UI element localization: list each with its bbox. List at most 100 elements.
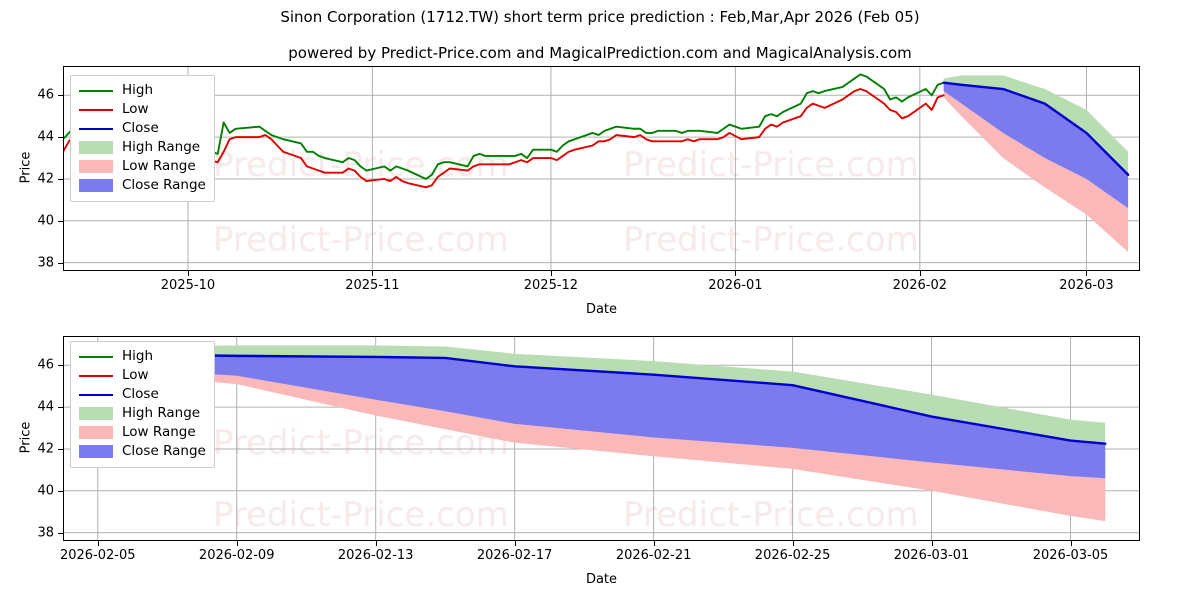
y-tick-label: 46 <box>37 357 54 373</box>
watermark: Predict-Price.com <box>623 220 919 260</box>
x-tick-mark <box>653 541 655 546</box>
y-tick-mark <box>58 490 63 492</box>
x-tick-label: 2026-03-05 <box>1032 548 1109 563</box>
legend-line-swatch <box>79 374 113 377</box>
x-tick-mark <box>919 271 921 276</box>
bottom-chart-legend-item-close[interactable]: Close <box>79 385 206 404</box>
top-chart-legend-item-low-range[interactable]: Low Range <box>79 157 206 176</box>
bottom-chart-legend-item-low[interactable]: Low <box>79 366 206 385</box>
x-tick-mark <box>735 271 737 276</box>
y-tick-label: 44 <box>37 399 54 415</box>
close-range-band <box>97 353 1106 479</box>
y-tick-label: 38 <box>37 525 54 541</box>
close-price-line <box>942 81 1130 176</box>
x-tick-label: 2025-12 <box>523 278 579 293</box>
y-tick-mark <box>58 448 63 450</box>
legend-label: High <box>122 82 154 98</box>
legend-line-swatch <box>79 355 113 358</box>
legend-patch-swatch <box>79 426 113 439</box>
low-range-band <box>943 91 1129 253</box>
y-tick-mark <box>58 137 63 139</box>
legend-patch-swatch <box>79 160 113 173</box>
x-tick-mark <box>931 541 933 546</box>
top-chart-plot: Predict-Price.com Predict-Price.com Predic… <box>63 66 1140 271</box>
legend-line-swatch <box>79 127 113 130</box>
bottom-chart-legend-item-low-range[interactable]: Low Range <box>79 423 206 442</box>
top-chart-legend-item-close-range[interactable]: Close Range <box>79 176 206 195</box>
bottom-chart-legend-item-close-range[interactable]: Close Range <box>79 442 206 461</box>
top-chart-panel: Predict-Price.com Predict-Price.com Predic… <box>63 66 1140 271</box>
watermark: Predict-Price.com <box>213 220 509 260</box>
legend-patch-swatch <box>79 179 113 192</box>
top-chart-legend[interactable]: High Low Close High Range Low Range Close Ran… <box>70 75 215 202</box>
bottom-chart-y-axis-label: Price <box>18 421 34 454</box>
legend-label: High Range <box>122 405 201 421</box>
top-chart-legend-item-high-range[interactable]: High Range <box>79 138 206 157</box>
x-tick-mark <box>550 271 552 276</box>
bottom-chart-legend-item-high-range[interactable]: High Range <box>79 404 206 423</box>
x-tick-label: 2026-02-05 <box>59 548 136 563</box>
legend-label: Low <box>122 367 149 383</box>
top-chart-legend-item-high[interactable]: High <box>79 81 206 100</box>
y-tick-mark <box>58 532 63 534</box>
top-chart-legend-item-close[interactable]: Close <box>79 119 206 138</box>
bottom-chart-x-axis-label: Date <box>585 572 618 587</box>
low-range-band <box>97 360 1106 522</box>
watermark: Predict-Price.com <box>213 495 509 535</box>
y-tick-label: 40 <box>37 213 54 229</box>
legend-label: Close Range <box>122 177 206 193</box>
high-range-band <box>943 75 1129 175</box>
y-tick-label: 46 <box>37 87 54 103</box>
y-tick-mark <box>58 365 63 367</box>
x-tick-mark <box>1070 541 1072 546</box>
legend-patch-swatch <box>79 445 113 458</box>
legend-line-swatch <box>79 393 113 396</box>
legend-label: High <box>122 348 154 364</box>
close-range-band <box>943 82 1129 209</box>
bottom-chart-legend[interactable]: High Low Close High Range Low Range Close Ran… <box>70 341 215 468</box>
x-tick-label: 2025-11 <box>345 278 400 293</box>
top-chart-x-axis-label: Date <box>585 302 618 317</box>
x-tick-mark <box>236 541 238 546</box>
x-tick-label: 2026-02 <box>892 278 947 293</box>
bottom-chart-panel: Predict-Price.com Predict-Price.com Predic… <box>63 336 1140 541</box>
legend-patch-swatch <box>79 141 113 154</box>
legend-patch-swatch <box>79 407 113 420</box>
x-tick-label: 2025-10 <box>160 278 216 293</box>
top-chart-y-axis-label: Price <box>18 151 34 184</box>
page-subtitle: powered by Predict-Price.com and Magical… <box>288 44 912 62</box>
y-tick-label: 42 <box>37 171 54 187</box>
x-tick-mark <box>372 271 374 276</box>
y-tick-label: 38 <box>37 255 54 271</box>
legend-line-swatch <box>79 108 113 111</box>
x-tick-mark <box>375 541 377 546</box>
legend-label: High Range <box>122 139 201 155</box>
legend-label: Low <box>122 101 149 117</box>
x-tick-label: 2026-01 <box>708 278 763 293</box>
y-tick-label: 42 <box>37 441 54 457</box>
legend-label: Close <box>122 120 159 136</box>
x-tick-label: 2026-02-21 <box>615 548 692 563</box>
x-tick-label: 2026-02-09 <box>198 548 275 563</box>
legend-label: Close <box>122 386 159 402</box>
x-tick-label: 2026-02-25 <box>754 548 831 563</box>
y-tick-mark <box>58 95 63 97</box>
x-tick-label: 2026-02-13 <box>337 548 414 563</box>
bottom-chart-legend-item-high[interactable]: High <box>79 347 206 366</box>
page-title: Sinon Corporation (1712.TW) short term p… <box>280 8 920 26</box>
x-tick-mark <box>514 541 516 546</box>
y-tick-mark <box>58 407 63 409</box>
top-chart-legend-item-low[interactable]: Low <box>79 100 206 119</box>
x-tick-label: 2026-02-17 <box>476 548 553 563</box>
y-tick-label: 40 <box>37 483 54 499</box>
legend-line-swatch <box>79 89 113 92</box>
legend-label: Low Range <box>122 158 196 174</box>
x-tick-mark <box>792 541 794 546</box>
y-tick-mark <box>58 220 63 222</box>
y-tick-label: 44 <box>37 129 54 145</box>
top-chart-frame <box>63 66 1140 271</box>
legend-label: Close Range <box>122 443 206 459</box>
y-tick-mark <box>58 262 63 264</box>
